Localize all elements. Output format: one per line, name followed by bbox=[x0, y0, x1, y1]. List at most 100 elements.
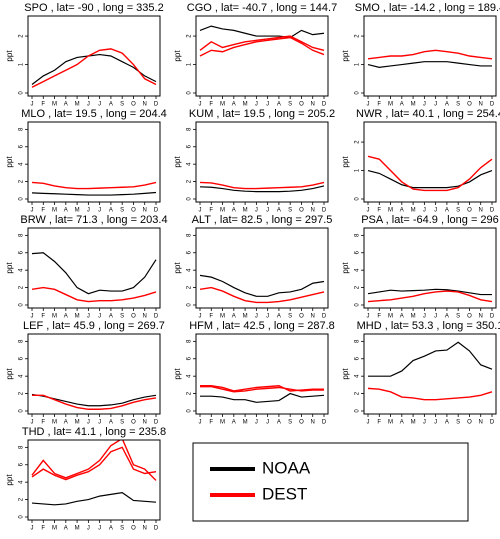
y-tick-label: 1 bbox=[355, 168, 361, 172]
series-line bbox=[31, 393, 157, 407]
x-tick-label: J bbox=[434, 420, 437, 426]
x-tick-label: M bbox=[243, 102, 248, 108]
series-line bbox=[367, 155, 493, 192]
x-tick-label: S bbox=[120, 208, 124, 214]
y-tick-label: 8 bbox=[19, 233, 25, 237]
x-tick-label: N bbox=[143, 102, 147, 108]
x-tick-label: J bbox=[98, 420, 101, 426]
x-tick-label: J bbox=[423, 208, 426, 214]
x-tick-label: A bbox=[109, 314, 113, 320]
x-tick-label: A bbox=[445, 102, 449, 108]
x-tick-label: J bbox=[255, 420, 258, 426]
x-tick-label: D bbox=[322, 208, 327, 214]
y-tick-label: 2 bbox=[19, 179, 25, 183]
panel-title: THD , lat= 41.1 , long = 235.8 bbox=[22, 426, 166, 438]
y-tick-label: 6 bbox=[187, 144, 193, 148]
series-line bbox=[367, 49, 493, 60]
x-tick-label: J bbox=[266, 420, 269, 426]
x-tick-label: A bbox=[64, 314, 68, 320]
y-tick-label: 2 bbox=[355, 34, 361, 38]
x-tick-label: J bbox=[87, 102, 90, 108]
x-tick-label: D bbox=[490, 314, 495, 320]
y-axis-label: ppt bbox=[5, 368, 14, 380]
x-tick-label: F bbox=[41, 314, 45, 320]
x-tick-label: S bbox=[120, 420, 124, 426]
x-tick-label: J bbox=[423, 420, 426, 426]
y-tick-label: 6 bbox=[19, 144, 25, 148]
panel: SPO , lat= -90 , long = 335.2 ppt 0 1 2 J F M A M… bbox=[5, 2, 164, 108]
x-tick-label: N bbox=[479, 314, 483, 320]
x-tick-label: A bbox=[445, 314, 449, 320]
x-tick-label: J bbox=[98, 102, 101, 108]
series-line bbox=[367, 290, 493, 303]
x-tick-label: M bbox=[75, 208, 80, 214]
y-tick-label: 2 bbox=[355, 285, 361, 289]
series-line bbox=[31, 181, 157, 190]
y-axis-label: ppt bbox=[5, 474, 14, 486]
y-tick-label: 0 bbox=[355, 409, 361, 413]
x-tick-label: A bbox=[64, 208, 68, 214]
x-tick-label: J bbox=[367, 102, 370, 108]
x-tick-label: J bbox=[199, 420, 202, 426]
y-tick-label: 2 bbox=[19, 34, 25, 38]
y-axis-label: ppt bbox=[5, 50, 14, 62]
legend-label: DEST bbox=[262, 484, 307, 503]
y-tick-label: 4 bbox=[187, 268, 193, 272]
y-tick-label: 2 bbox=[187, 391, 193, 395]
panel-title: CGO , lat= -40.7 , long = 144.7 bbox=[187, 2, 337, 14]
x-tick-label: J bbox=[199, 102, 202, 108]
x-tick-label: F bbox=[377, 420, 381, 426]
x-tick-label: J bbox=[31, 102, 34, 108]
plot-frame bbox=[195, 15, 329, 97]
x-tick-label: F bbox=[209, 102, 213, 108]
y-tick-label: 6 bbox=[187, 250, 193, 254]
x-tick-label: O bbox=[131, 420, 136, 426]
panel-title: LEF , lat= 45.9 , long = 269.7 bbox=[23, 320, 165, 332]
series-line bbox=[31, 446, 157, 481]
series-line bbox=[199, 274, 325, 297]
x-tick-label: J bbox=[31, 314, 34, 320]
y-tick-label: 2 bbox=[355, 140, 361, 144]
x-tick-label: M bbox=[388, 208, 393, 214]
x-tick-label: D bbox=[154, 314, 159, 320]
x-tick-label: J bbox=[199, 208, 202, 214]
x-tick-label: S bbox=[120, 102, 124, 108]
series-line bbox=[200, 385, 324, 393]
x-tick-label: M bbox=[52, 208, 57, 214]
series-line bbox=[31, 491, 157, 506]
y-tick-label: 6 bbox=[355, 356, 361, 360]
x-tick-label: J bbox=[367, 208, 370, 214]
x-tick-label: N bbox=[311, 420, 315, 426]
x-tick-label: J bbox=[423, 314, 426, 320]
series-line bbox=[31, 252, 157, 295]
y-tick-label: 1 bbox=[187, 62, 193, 66]
y-tick-label: 6 bbox=[19, 356, 25, 360]
x-tick-label: A bbox=[232, 102, 236, 108]
x-tick-label: D bbox=[490, 208, 495, 214]
y-tick-label: 4 bbox=[187, 162, 193, 166]
x-tick-label: A bbox=[64, 526, 68, 532]
x-tick-label: J bbox=[31, 526, 34, 532]
y-tick-label: 4 bbox=[19, 374, 25, 378]
y-tick-label: 0 bbox=[187, 91, 193, 95]
x-tick-label: N bbox=[311, 208, 315, 214]
y-tick-label: 2 bbox=[19, 285, 25, 289]
x-tick-label: A bbox=[277, 420, 281, 426]
x-tick-label: O bbox=[467, 314, 472, 320]
y-tick-label: 8 bbox=[19, 339, 25, 343]
x-tick-label: S bbox=[288, 102, 292, 108]
x-tick-label: O bbox=[299, 102, 304, 108]
y-tick-label: 8 bbox=[187, 339, 193, 343]
x-tick-label: J bbox=[87, 208, 90, 214]
x-tick-label: M bbox=[220, 102, 225, 108]
x-tick-label: M bbox=[220, 420, 225, 426]
y-tick-label: 8 bbox=[187, 233, 193, 237]
panel: THD , lat= 41.1 , long = 235.8 ppt 0 2 4 6 8 J F… bbox=[5, 426, 166, 532]
y-axis-label: ppt bbox=[341, 368, 350, 380]
x-tick-label: A bbox=[400, 208, 404, 214]
x-tick-label: M bbox=[388, 102, 393, 108]
x-tick-label: O bbox=[131, 102, 136, 108]
x-tick-label: O bbox=[131, 314, 136, 320]
panel-title: SMO , lat= -14.2 , long = 189.4 bbox=[355, 2, 500, 14]
panel: BRW , lat= 71.3 , long = 203.4 ppt 0 2 4 6 8 J F… bbox=[5, 214, 167, 320]
